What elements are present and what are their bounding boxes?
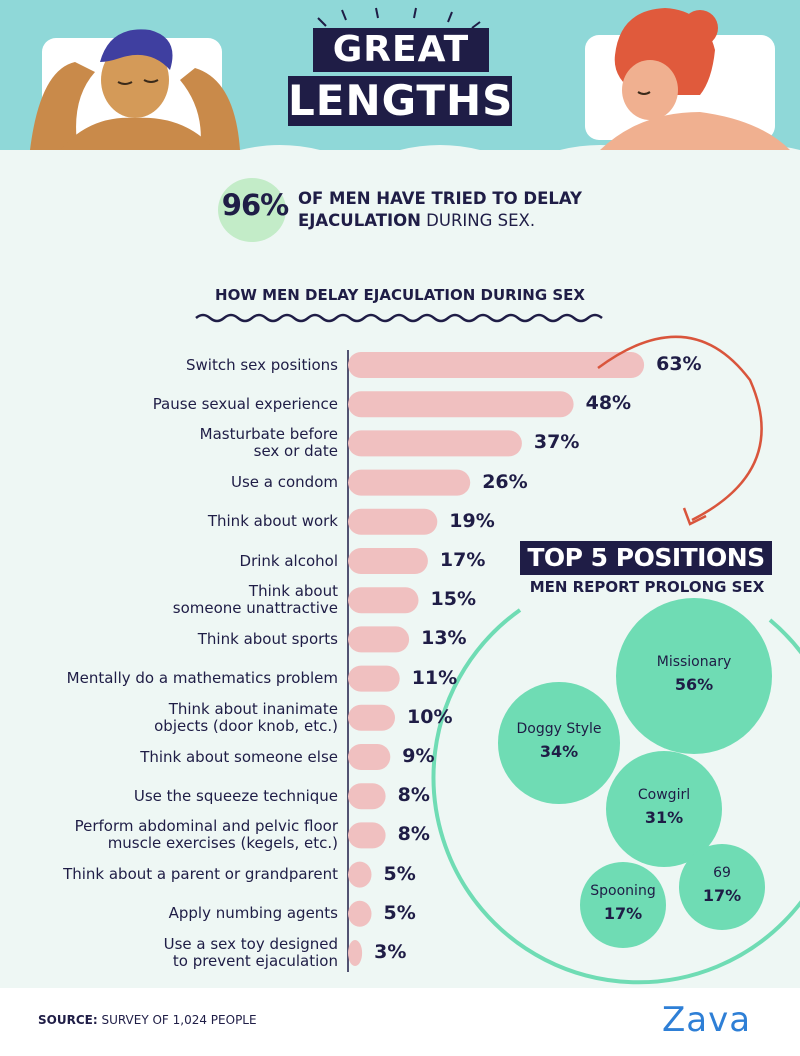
bar-category-label: Drink alcohol [239, 551, 338, 570]
brand-logo: Zava [662, 1000, 752, 1040]
header-illustration [0, 0, 800, 175]
bubble-category-label: Missionary [656, 654, 732, 670]
bar [348, 822, 386, 849]
bar-category-label: Apply numbing agents [168, 904, 338, 923]
sleeping-woman-icon [600, 8, 790, 150]
bar-category-label: Think about sports [197, 629, 338, 648]
title-line-1: GREAT [313, 28, 489, 72]
bar [348, 587, 419, 614]
bubble [498, 682, 620, 804]
sleeping-man-icon [30, 29, 240, 150]
bar-category-label: Think about a parent or grandparent [63, 865, 338, 884]
squiggle-underline [195, 313, 603, 323]
source-text: SURVEY OF 1,024 PEOPLE [97, 1013, 257, 1027]
bubble-ring-icon [431, 608, 800, 985]
bar [348, 430, 522, 457]
bubble-category-label: Cowgirl [637, 787, 691, 803]
bar-value-label: 13% [421, 627, 467, 650]
chart-graphics [195, 313, 800, 985]
bar-value-label: 5% [383, 862, 416, 885]
bar-value-label: 48% [585, 392, 632, 415]
bubble-value-label: 31% [644, 808, 684, 827]
bar-value-label: 37% [533, 431, 580, 454]
bar [348, 940, 363, 966]
curved-arrow-icon [597, 335, 763, 522]
source-label: SOURCE: [38, 1013, 98, 1027]
bar-category-label: Use the squeeze technique [133, 786, 338, 805]
bar-category-label: Perform abdominal and pelvic floor muscl… [74, 817, 338, 853]
bar [348, 783, 386, 810]
headline-rest: DURING SEX. [420, 211, 536, 230]
headline-bold-word: EJACULATION [298, 211, 421, 230]
headline-text-line-1: OF MEN HAVE TRIED TO DELAY [298, 189, 582, 208]
bar-category-label: Pause sexual experience [152, 394, 338, 413]
bar-category-label: Think about someone else [140, 747, 338, 766]
bubble-value-label: 56% [674, 675, 714, 694]
headline-stat-value: 96% [221, 188, 289, 222]
bar-category-label: Switch sex positions [185, 355, 338, 374]
top5-subtitle: MEN REPORT PROLONG SEX [529, 578, 765, 596]
headline-text-line-2: EJACULATION DURING SEX. [298, 211, 535, 230]
bar-value-label: 8% [397, 823, 430, 846]
bar-value-label: 11% [411, 666, 458, 689]
bar-category-label: Think about someone unattractive [172, 582, 338, 618]
bar [348, 626, 410, 653]
bubble-category-label: Spooning [590, 883, 656, 899]
bar-category-label: Masturbate before sex or date [199, 425, 338, 461]
bar-category-label: Mentally do a mathematics problem [66, 669, 338, 688]
bar-value-label: 9% [402, 745, 435, 767]
bubble-category-label: Doggy Style [516, 721, 602, 737]
bar [348, 744, 391, 770]
bar-category-label: Think about inanimate objects (door knob… [154, 699, 338, 735]
source-note: SOURCE: SURVEY OF 1,024 PEOPLE [38, 1013, 257, 1027]
bar-value-label: 10% [407, 705, 453, 728]
bar-category-label: Use a sex toy designed to prevent ejacul… [163, 935, 338, 970]
bar [348, 861, 372, 888]
bar [348, 665, 400, 692]
bar-value-label: 5% [383, 901, 416, 924]
bar-value-label: 63% [656, 353, 702, 375]
bar-value-label: 19% [449, 509, 495, 532]
bar-value-label: 17% [439, 549, 486, 571]
bubble [616, 598, 772, 754]
footer [0, 988, 800, 1056]
bubble-value-label: 17% [702, 886, 742, 905]
bar [348, 391, 574, 418]
arrow-head-icon [682, 507, 707, 526]
bar [348, 900, 372, 927]
bar [348, 508, 438, 535]
bar [348, 704, 395, 731]
bar-value-label: 8% [397, 784, 430, 807]
bubble-value-label: 17% [603, 904, 643, 923]
bar-category-label: Think about work [207, 512, 338, 531]
bubble [580, 862, 666, 948]
bar [348, 548, 428, 574]
bubble [679, 844, 765, 930]
bubble-category-label: 69 [713, 865, 731, 881]
bubble-value-label: 34% [539, 742, 579, 761]
bar [348, 469, 471, 496]
bar-category-label: Use a condom [231, 473, 338, 492]
top5-title: TOP 5 POSITIONS [520, 541, 772, 575]
title-line-2: LENGTHS [288, 76, 514, 126]
stat-highlight-circle [218, 178, 286, 242]
bar-chart-title: HOW MEN DELAY EJACULATION DURING SEX [215, 286, 585, 304]
bar-value-label: 3% [374, 941, 407, 963]
bar-value-label: 26% [482, 470, 528, 493]
sparkle-lines-icon [317, 7, 481, 29]
bar [348, 352, 645, 378]
bar-value-label: 15% [430, 588, 476, 611]
